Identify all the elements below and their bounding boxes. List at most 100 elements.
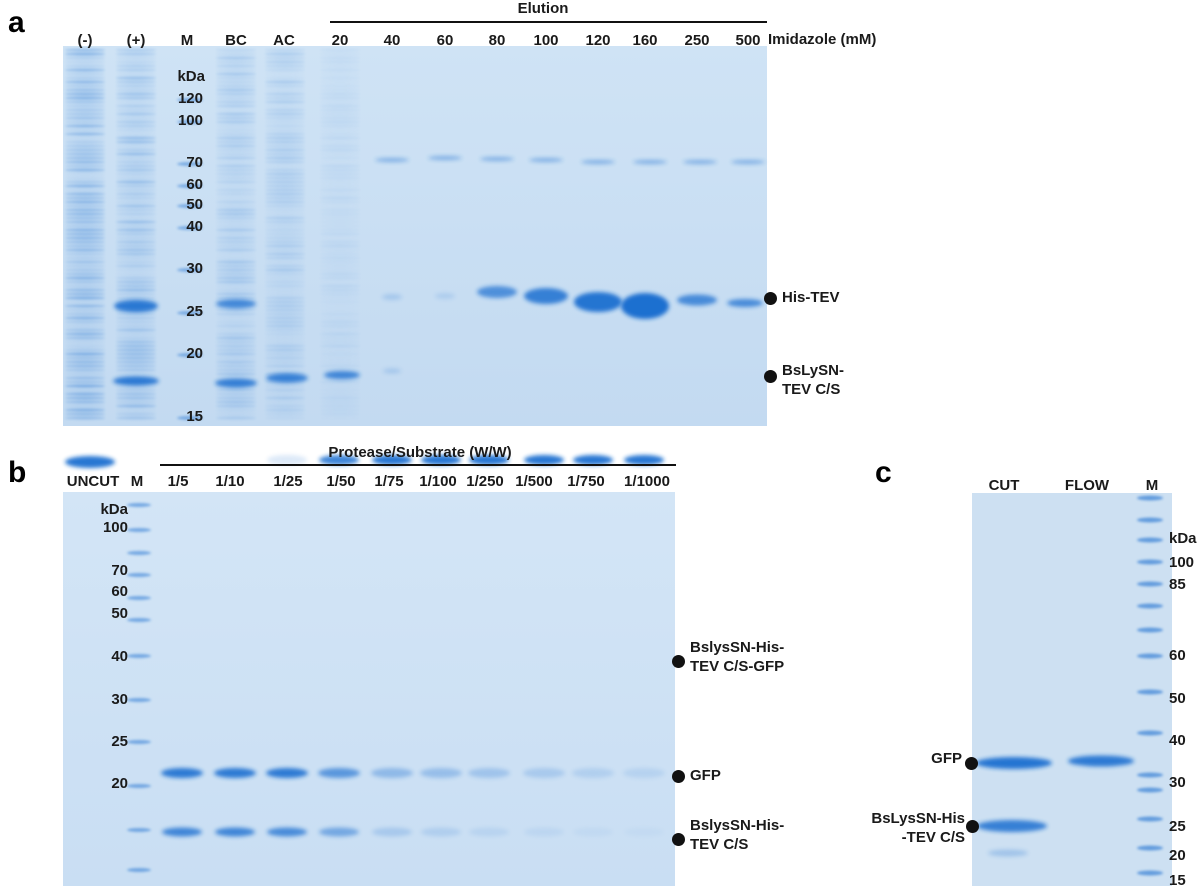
lysate-band [216, 164, 256, 168]
marker-label-a: 15 [186, 408, 203, 425]
lysate-band [65, 276, 105, 280]
lysate-band [216, 156, 256, 160]
lysate-band [265, 52, 305, 56]
lysate-band [65, 412, 105, 416]
lysate-band [320, 232, 360, 236]
ladder-band [1137, 845, 1163, 851]
lysate-band [65, 80, 105, 84]
band-substrate [624, 455, 664, 465]
lysate-band [65, 248, 105, 252]
lysate-band [320, 48, 360, 52]
lysate-band [116, 332, 156, 336]
ladder-band [1137, 627, 1163, 633]
lysate-band [216, 56, 256, 60]
lysate-band [216, 104, 256, 108]
lysate-band [320, 124, 360, 128]
band-dot-bslysn-c [966, 820, 979, 833]
lysate-band [65, 332, 105, 336]
lysate-band [65, 288, 105, 292]
lysate-band [65, 140, 105, 144]
lysate-band [265, 164, 305, 168]
lysate-band [265, 316, 305, 320]
band-bslysn-b [524, 827, 564, 837]
lysate-band [65, 360, 105, 364]
ladder-band [127, 784, 151, 788]
lysate-band [116, 48, 156, 52]
lysate-band [65, 300, 105, 304]
lysate-band [65, 400, 105, 404]
lysate-band [320, 320, 360, 324]
lysate-band [320, 141, 360, 144]
ladder-band [1137, 537, 1163, 543]
lysate-band [216, 368, 256, 372]
ladder-band [177, 226, 203, 230]
lysate-band [116, 324, 156, 328]
lysate-band [216, 356, 256, 360]
lysate-band [116, 208, 156, 212]
lysate-band [65, 336, 105, 340]
band-bslysn-cut [977, 820, 1047, 832]
lysate-band [265, 192, 305, 196]
lysate-band [65, 144, 105, 148]
lysate-band [265, 220, 305, 224]
lysate-band [116, 264, 156, 268]
lysate-band [265, 172, 305, 176]
lysate-band [320, 260, 360, 264]
lysate-band [320, 256, 360, 260]
band-substrate [524, 455, 564, 465]
lane-label-a: AC [273, 32, 295, 49]
lysate-band [116, 272, 156, 276]
band-substrate [573, 455, 613, 465]
lysate-band [216, 252, 256, 256]
kda-label-a: kDa [177, 68, 205, 85]
band-bslysn-a [215, 378, 257, 388]
lysate-band [65, 284, 105, 288]
marker-label-c: 60 [1169, 647, 1186, 664]
lysate-band [65, 312, 105, 316]
lysate-band [65, 316, 105, 320]
lysate-band [265, 64, 305, 68]
lysate-band [216, 84, 256, 88]
label-bslysn-b-1: BslysSN-His- [690, 817, 785, 834]
lysate-band [265, 124, 305, 128]
lysate-band [65, 392, 105, 396]
lane-label-b: 1/75 [374, 473, 404, 490]
marker-label-b: 60 [111, 583, 128, 600]
lysate-band [320, 172, 360, 176]
band-contaminant [529, 158, 563, 162]
lysate-band [65, 304, 105, 308]
lysate-band [265, 288, 305, 292]
lysate-band [216, 248, 256, 252]
lysate-band [320, 388, 360, 392]
lysate-band [216, 312, 256, 316]
band-gfp [266, 768, 308, 778]
lysate-band [116, 400, 156, 404]
lysate-band [65, 328, 105, 332]
lysate-band [65, 180, 105, 184]
ladder-band [127, 868, 151, 872]
lysate-band [116, 316, 156, 320]
lysate-band [265, 140, 305, 144]
lysate-band [216, 144, 256, 148]
ladder-band [177, 120, 203, 124]
lysate-band [65, 124, 105, 128]
lysate-band [320, 73, 360, 76]
lysate-band [216, 408, 256, 412]
lysate-band [320, 185, 360, 188]
lysate-band [116, 416, 156, 420]
lysate-band [116, 148, 156, 152]
lysate-band [265, 268, 305, 272]
lysate-band [265, 416, 305, 420]
lysate-band [320, 216, 360, 220]
lysate-band [216, 52, 256, 56]
lysate-band [65, 132, 105, 136]
marker-label-b: 40 [111, 648, 128, 665]
lysate-band [116, 408, 156, 412]
lysate-band [320, 96, 360, 100]
lysate-band [116, 268, 156, 272]
lysate-band [320, 336, 360, 340]
lysate-band [216, 240, 256, 244]
band-bslysn-b [267, 827, 307, 837]
lysate-band [116, 356, 156, 360]
